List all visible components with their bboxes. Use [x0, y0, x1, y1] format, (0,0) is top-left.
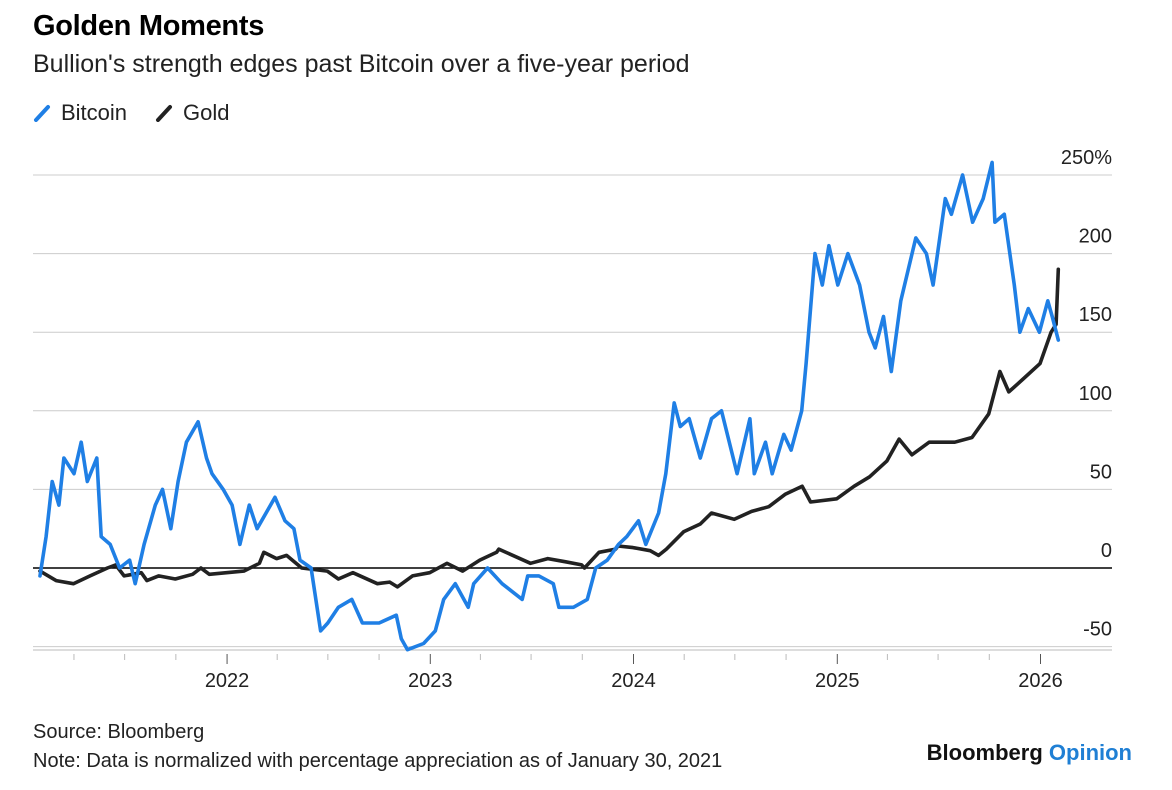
gold-swatch-icon: [156, 105, 173, 122]
x-tick-label: 2023: [408, 670, 453, 692]
series-lines: [38, 160, 1061, 652]
line-chart: 250% 200 150 100 50 0 -50 2022 2023 2024 2025 2026: [33, 147, 1112, 692]
series-line-bitcoin: [38, 160, 1061, 652]
bitcoin-swatch-icon: [34, 105, 50, 122]
y-tick-label: 200: [1079, 226, 1112, 248]
x-tick-label: 2025: [815, 670, 860, 692]
series-line-gold: [38, 267, 1061, 589]
legend-label-bitcoin: Bitcoin: [61, 100, 128, 125]
brand-suffix: Opinion: [1048, 740, 1132, 765]
legend-label-gold: Gold: [183, 100, 230, 125]
legend-item-gold: Gold: [155, 100, 230, 126]
y-tick-label: -50: [1083, 619, 1112, 641]
x-tick-label: 2022: [205, 670, 250, 692]
y-tick-label: 250%: [1061, 147, 1112, 169]
y-tick-label: 50: [1090, 461, 1112, 483]
x-axis-ticks: 2022 2023 2024 2025 2026: [73, 654, 1063, 692]
source-note: Source: Bloomberg: [33, 721, 205, 743]
chart-title: Golden Moments: [33, 10, 265, 42]
footer: Source: Bloomberg Note: Data is normaliz…: [33, 718, 722, 776]
x-tick-label: 2026: [1018, 670, 1063, 692]
y-tick-label: 0: [1101, 540, 1112, 562]
chart-subtitle: Bullion's strength edges past Bitcoin ov…: [33, 50, 690, 78]
y-tick-label: 100: [1079, 383, 1112, 405]
x-tick-label: 2024: [611, 670, 656, 692]
y-tick-label: 150: [1079, 304, 1112, 326]
brand-logo: Bloomberg Opinion: [927, 740, 1132, 766]
grid-lines: [33, 174, 1112, 651]
brand-name: Bloomberg: [926, 740, 1043, 765]
methodology-note: Note: Data is normalized with percentage…: [33, 750, 723, 772]
y-axis-ticks: 250% 200 150 100 50 0 -50: [1061, 147, 1112, 641]
legend-item-bitcoin: Bitcoin: [33, 100, 127, 126]
legend: Bitcoin Gold: [33, 100, 258, 126]
